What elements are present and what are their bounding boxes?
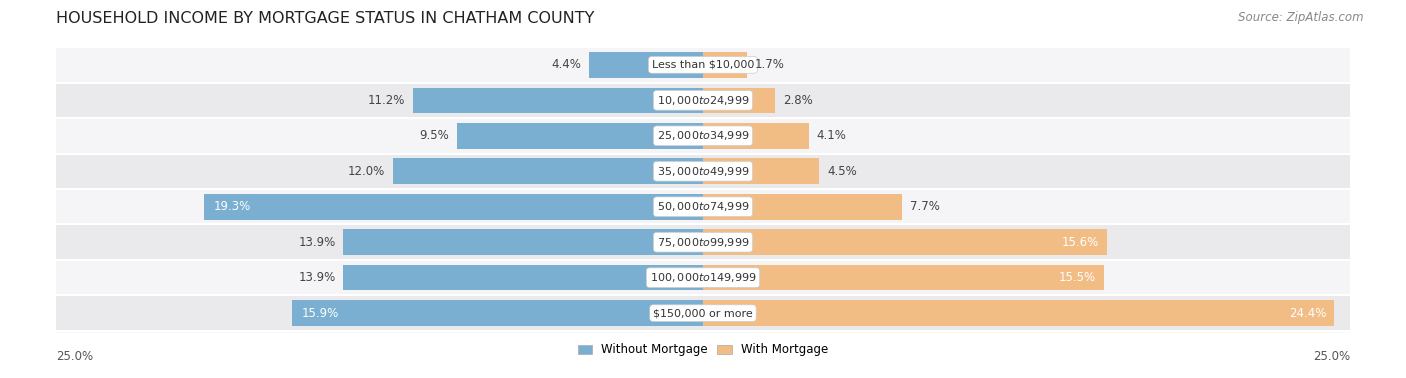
Bar	[703, 265, 1104, 290]
Text: $35,000 to $49,999: $35,000 to $49,999	[657, 165, 749, 178]
Bar	[703, 229, 1107, 255]
Text: $50,000 to $74,999: $50,000 to $74,999	[657, 200, 749, 213]
Text: 9.5%: 9.5%	[420, 129, 450, 142]
Text: 12.0%: 12.0%	[347, 165, 385, 178]
Text: HOUSEHOLD INCOME BY MORTGAGE STATUS IN CHATHAM COUNTY: HOUSEHOLD INCOME BY MORTGAGE STATUS IN C…	[56, 11, 595, 26]
Text: $25,000 to $34,999: $25,000 to $34,999	[657, 129, 749, 142]
Bar	[703, 301, 1334, 326]
Text: 7.7%: 7.7%	[910, 200, 939, 213]
Legend: Without Mortgage, With Mortgage: Without Mortgage, With Mortgage	[574, 339, 832, 361]
Bar	[457, 123, 703, 149]
Text: 15.5%: 15.5%	[1059, 271, 1097, 284]
Bar	[703, 158, 820, 184]
Text: 19.3%: 19.3%	[214, 200, 252, 213]
Text: $75,000 to $99,999: $75,000 to $99,999	[657, 236, 749, 249]
Bar	[291, 301, 703, 326]
Bar	[343, 265, 703, 290]
Text: Less than $10,000: Less than $10,000	[652, 60, 754, 70]
Text: 4.4%: 4.4%	[551, 58, 582, 71]
Bar	[56, 225, 1350, 260]
Bar	[703, 52, 747, 77]
Text: 15.6%: 15.6%	[1062, 236, 1099, 249]
Bar	[56, 83, 1350, 118]
Text: $100,000 to $149,999: $100,000 to $149,999	[650, 271, 756, 284]
Bar	[703, 88, 776, 113]
Text: 1.7%: 1.7%	[755, 58, 785, 71]
Bar	[703, 194, 903, 220]
Text: 24.4%: 24.4%	[1289, 307, 1326, 320]
Text: 2.8%: 2.8%	[783, 94, 813, 107]
Text: 13.9%: 13.9%	[298, 236, 336, 249]
Bar	[204, 194, 703, 220]
Text: 25.0%: 25.0%	[1313, 350, 1350, 363]
Text: 25.0%: 25.0%	[56, 350, 93, 363]
Text: $10,000 to $24,999: $10,000 to $24,999	[657, 94, 749, 107]
Text: Source: ZipAtlas.com: Source: ZipAtlas.com	[1239, 11, 1364, 24]
Bar	[56, 295, 1350, 331]
Bar	[703, 123, 808, 149]
Text: 11.2%: 11.2%	[368, 94, 405, 107]
Text: 15.9%: 15.9%	[302, 307, 339, 320]
Bar	[56, 47, 1350, 83]
Bar	[56, 153, 1350, 189]
Text: $150,000 or more: $150,000 or more	[654, 308, 752, 318]
Bar	[56, 118, 1350, 153]
Bar	[589, 52, 703, 77]
Bar	[392, 158, 703, 184]
Text: 4.1%: 4.1%	[817, 129, 846, 142]
Bar	[343, 229, 703, 255]
Bar	[56, 189, 1350, 225]
Bar	[413, 88, 703, 113]
Bar	[56, 260, 1350, 295]
Text: 4.5%: 4.5%	[827, 165, 856, 178]
Text: 13.9%: 13.9%	[298, 271, 336, 284]
